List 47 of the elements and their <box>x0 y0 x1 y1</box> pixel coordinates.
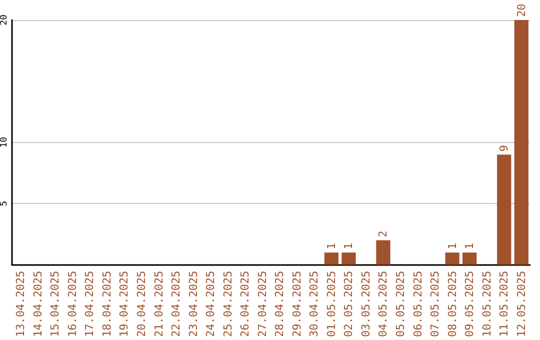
x-tick-label: 17.04.2025 <box>83 270 96 338</box>
x-tick-label: 22.04.2025 <box>170 270 183 338</box>
x-tick-label: 03.05.2025 <box>359 270 372 338</box>
x-tick-label: 06.05.2025 <box>411 270 424 338</box>
x-tick-label: 01.05.2025 <box>324 270 338 338</box>
bar <box>514 20 528 265</box>
data-label: 1 <box>324 242 338 250</box>
x-tick-label: 09.05.2025 <box>463 270 476 338</box>
bar <box>376 240 390 265</box>
bar <box>497 154 512 265</box>
x-tick-label: 05.05.2025 <box>394 270 407 338</box>
x-tick-label: 26.04.2025 <box>238 270 252 338</box>
x-tick-label: 28.04.2025 <box>273 270 286 338</box>
x-tick-label: 13.04.2025 <box>14 270 28 338</box>
x-tick-label: 02.05.2025 <box>342 270 356 338</box>
x-tick-label: 27.04.2025 <box>256 270 269 338</box>
x-tick-label: 30.04.2025 <box>308 270 321 338</box>
y-tick-label: 10 <box>0 136 10 148</box>
y-tick-label: 5 <box>0 200 10 206</box>
x-tick-label: 18.04.2025 <box>100 270 114 338</box>
bar <box>462 252 477 265</box>
x-tick-label: 16.04.2025 <box>66 270 79 338</box>
x-tick-label: 12.05.2025 <box>514 270 528 338</box>
data-label: 20 <box>514 4 528 17</box>
x-tick-label: 11.05.2025 <box>498 270 511 338</box>
data-label: 1 <box>342 242 356 250</box>
bar <box>342 252 356 265</box>
x-tick-label: 07.05.2025 <box>428 270 442 338</box>
y-tick-label: 20 <box>0 14 10 26</box>
x-tick-label: 24.04.2025 <box>204 270 218 338</box>
x-tick-label: 08.05.2025 <box>446 270 459 338</box>
x-tick-label: 23.04.2025 <box>186 270 200 338</box>
x-tick-label: 25.04.2025 <box>221 270 234 338</box>
x-tick-label: 29.04.2025 <box>290 270 304 338</box>
x-tick-label: 14.04.2025 <box>31 270 44 338</box>
data-label: 2 <box>376 230 390 238</box>
data-label: 1 <box>463 242 476 250</box>
x-tick-label: 15.04.2025 <box>48 270 62 338</box>
data-label: 1 <box>446 242 459 250</box>
data-label: 9 <box>498 145 511 152</box>
bar <box>445 252 460 265</box>
x-tick-label: 10.05.2025 <box>480 270 494 338</box>
x-tick-label: 19.04.2025 <box>118 270 131 338</box>
x-tick-label: 20.04.2025 <box>135 270 148 338</box>
x-tick-label: 04.05.2025 <box>376 270 390 338</box>
x-tick-label: 21.04.2025 <box>152 270 166 338</box>
bar <box>324 252 339 265</box>
